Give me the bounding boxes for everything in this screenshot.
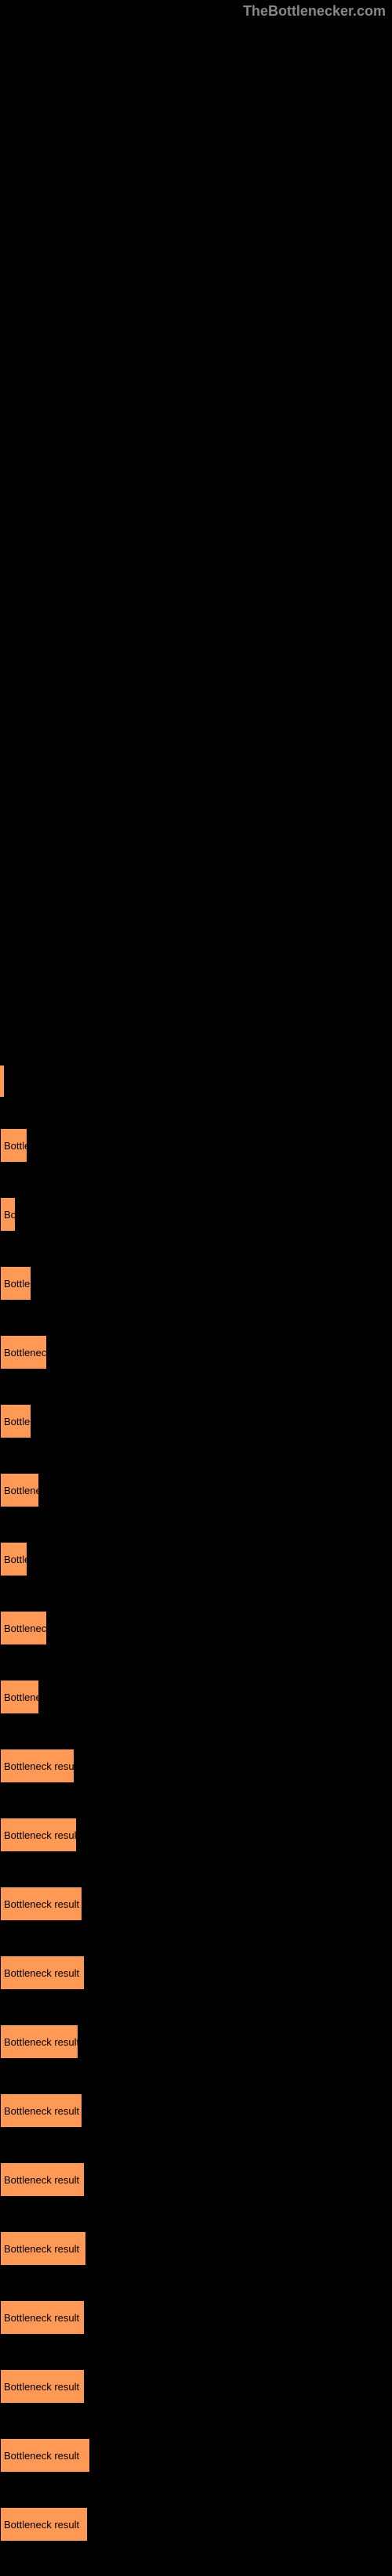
bar-row: Bottleneck result — [0, 1887, 392, 1921]
bar-row: Bottleneck result — [0, 2162, 392, 2197]
bar-row: Bottleneck — [0, 1266, 392, 1301]
bars-container: Bottleneck Bottleneck Bottleneck Bottleneck… — [0, 1128, 392, 2576]
bar-row: Bottleneck result — [0, 2231, 392, 2266]
bar-row: Bottleneck — [0, 1542, 392, 1576]
bottleneck-bar: Bottleneck result — [0, 2300, 85, 2335]
bar-row: Bottleneck result — [0, 1956, 392, 1990]
bar-row: Bottleneck — [0, 1128, 392, 1163]
bottleneck-bar: Bottleneck — [0, 1680, 39, 1714]
bar-row: Bottleneck — [0, 1335, 392, 1369]
bar-row: Bottleneck — [0, 1197, 392, 1232]
bar-row: Bottleneck — [0, 1404, 392, 1438]
bar-row: Bottleneck result — [0, 2300, 392, 2335]
bar-row: Bottleneck result — [0, 1818, 392, 1852]
bar-row: Bottleneck result — [0, 2369, 392, 2404]
bottleneck-bar: Bottleneck result — [0, 1818, 77, 1852]
bottleneck-bar: Bottleneck — [0, 1404, 31, 1438]
bottleneck-bar: Bottleneck result — [0, 1956, 85, 1990]
bottleneck-bar: Bottleneck result — [0, 2507, 88, 2542]
bottleneck-bar: Bottleneck — [0, 1611, 47, 1645]
bar-row: Bottleneck — [0, 1680, 392, 1714]
bar-row: Bottleneck result — [0, 2507, 392, 2542]
bottleneck-bar: Bottleneck — [0, 1197, 16, 1232]
bar-row: Bottleneck result — [0, 2024, 392, 2059]
bottleneck-bar: Bottleneck — [0, 1473, 39, 1507]
bottleneck-bar: Bottleneck result — [0, 2162, 85, 2197]
bar-row: Bottleneck result — [0, 1749, 392, 1783]
bottleneck-bar: Bottleneck result — [0, 2024, 78, 2059]
bar-row: Bottleneck result — [0, 2438, 392, 2473]
chart-top-area — [0, 0, 392, 1065]
bottleneck-bar: Bottleneck result — [0, 1887, 82, 1921]
small-indicator-bar — [0, 1065, 4, 1097]
bottleneck-bar: Bottleneck result — [0, 2231, 86, 2266]
bar-row: Bottleneck — [0, 1611, 392, 1645]
bottleneck-bar: Bottleneck result — [0, 2369, 85, 2404]
bar-row: Bottleneck result — [0, 2093, 392, 2128]
bottleneck-bar: Bottleneck result — [0, 2438, 90, 2473]
bottleneck-bar: Bottleneck — [0, 1266, 31, 1301]
bar-row: Bottleneck — [0, 1473, 392, 1507]
bottleneck-bar: Bottleneck result — [0, 1749, 74, 1783]
bottleneck-bar: Bottleneck — [0, 1542, 27, 1576]
watermark-text: TheBottlenecker.com — [243, 3, 386, 20]
bottleneck-bar: Bottleneck — [0, 1128, 27, 1163]
bottleneck-bar: Bottleneck — [0, 1335, 47, 1369]
bottleneck-bar: Bottleneck result — [0, 2093, 82, 2128]
